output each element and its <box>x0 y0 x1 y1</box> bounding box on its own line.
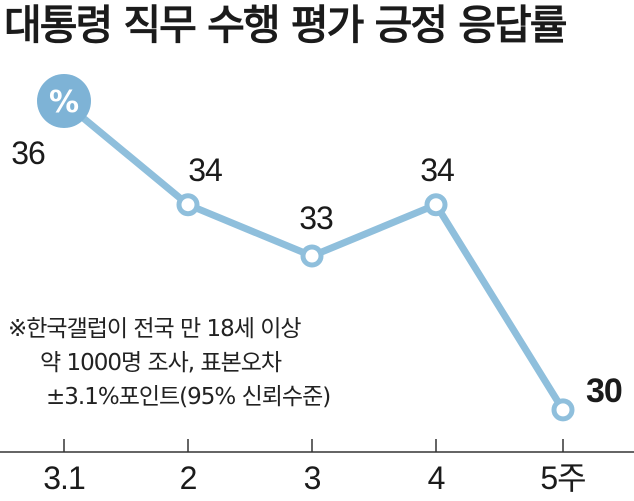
note-line-1: ※한국갤럽이 전국 만 18세 이상 <box>8 316 302 342</box>
x-tick-label: 3.1 <box>43 460 85 496</box>
data-label: 33 <box>299 200 333 236</box>
x-tick-label: 2 <box>180 460 197 496</box>
chart-title: 대통령 직무 수행 평가 긍정 응답률 <box>4 1 567 49</box>
x-tick-label: 3 <box>304 460 321 496</box>
data-point <box>176 193 200 217</box>
survey-note: ※한국갤럽이 전국 만 18세 이상 약 1000명 조사, 표본오차 ±3.1… <box>8 312 331 414</box>
data-point <box>300 244 324 268</box>
note-line-2: 약 1000명 조사, 표본오차 <box>40 350 282 376</box>
x-tick-label: 5주 <box>540 460 585 496</box>
percent-badge-label: % <box>49 85 79 120</box>
data-label: 34 <box>188 152 222 188</box>
note-line-3: ±3.1%포인트(95% 신뢰수준) <box>46 384 331 410</box>
data-label: 36 <box>11 135 45 171</box>
x-tick-label: 4 <box>428 460 445 496</box>
percent-badge: % <box>37 74 91 128</box>
data-label: 30 <box>586 372 622 410</box>
data-label: 34 <box>420 152 454 188</box>
data-point <box>424 193 448 217</box>
data-point <box>551 398 575 422</box>
